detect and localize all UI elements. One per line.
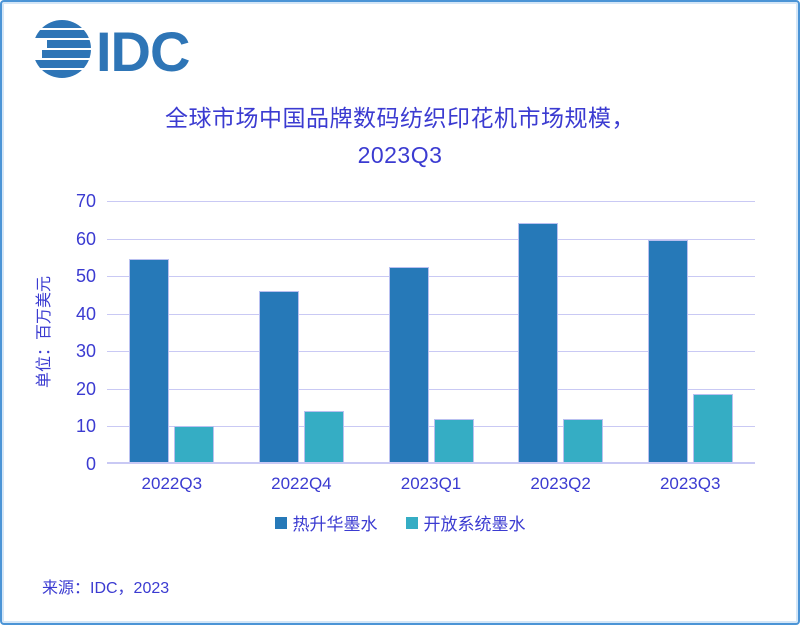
bar-热升华墨水-2023Q3 [647,240,688,462]
legend-item: 开放系统墨水 [405,510,526,535]
chart-title-line2: 2023Q3 [357,142,443,168]
bar-开放系统墨水-2023Q2 [563,418,604,462]
legend-swatch-icon [274,516,287,529]
chart-title-line1: 全球市场中国品牌数码纺织印花机市场规模， [165,105,635,131]
legend-swatch-icon [405,516,418,529]
y-tick-label: 60 [75,228,96,249]
gridline [107,238,755,240]
bar-热升华墨水-2022Q3 [129,259,170,462]
idc-logo-graphic: IDC [33,20,190,83]
y-tick-label: 70 [75,191,96,211]
y-axis-ticks: 0 10 20 30 40 50 60 70 [50,191,96,474]
idc-logo-text: IDC [96,20,189,80]
y-tick-label: 50 [75,266,96,287]
bar-热升华墨水-2023Q1 [388,266,429,462]
legend-item: 热升华墨水 [274,510,378,535]
y-tick-label: 20 [75,378,96,399]
bar-开放系统墨水-2022Q4 [303,411,344,462]
globe-icon [33,20,91,78]
legend-label: 开放系统墨水 [423,515,526,534]
x-category-label: 2023Q2 [530,474,591,493]
x-category-label: 2022Q4 [271,474,332,493]
x-category-label: 2022Q3 [141,474,203,493]
x-axis-labels: 2022Q3 2022Q4 2023Q1 2023Q2 2023Q3 [107,474,755,496]
y-tick-label: 10 [75,416,96,437]
gridline [107,276,755,278]
bar-开放系统墨水-2022Q3 [174,426,215,462]
gridline [107,426,755,428]
idc-logo: IDC [32,18,192,83]
gridline [107,351,755,353]
y-tick-label: 0 [85,454,96,474]
x-category-label: 2023Q1 [400,474,462,493]
x-category-label: 2023Q3 [659,474,721,493]
plot-area [107,201,755,464]
gridline [107,388,755,390]
chart-title: 全球市场中国品牌数码纺织印花机市场规模， 2023Q3 [2,100,798,174]
bar-开放系统墨水-2023Q3 [692,394,733,462]
y-tick-label: 30 [75,341,96,362]
legend: 热升华墨水 开放系统墨水 [2,510,798,535]
y-tick-label: 40 [75,303,96,324]
bar-开放系统墨水-2023Q1 [433,418,474,462]
bar-热升华墨水-2022Q4 [258,291,299,462]
bar-热升华墨水-2023Q2 [518,223,559,462]
gridline [107,201,755,202]
legend-label: 热升华墨水 [292,515,378,534]
source-note: 来源：IDC，2023 [42,580,170,597]
gridline [107,313,755,315]
